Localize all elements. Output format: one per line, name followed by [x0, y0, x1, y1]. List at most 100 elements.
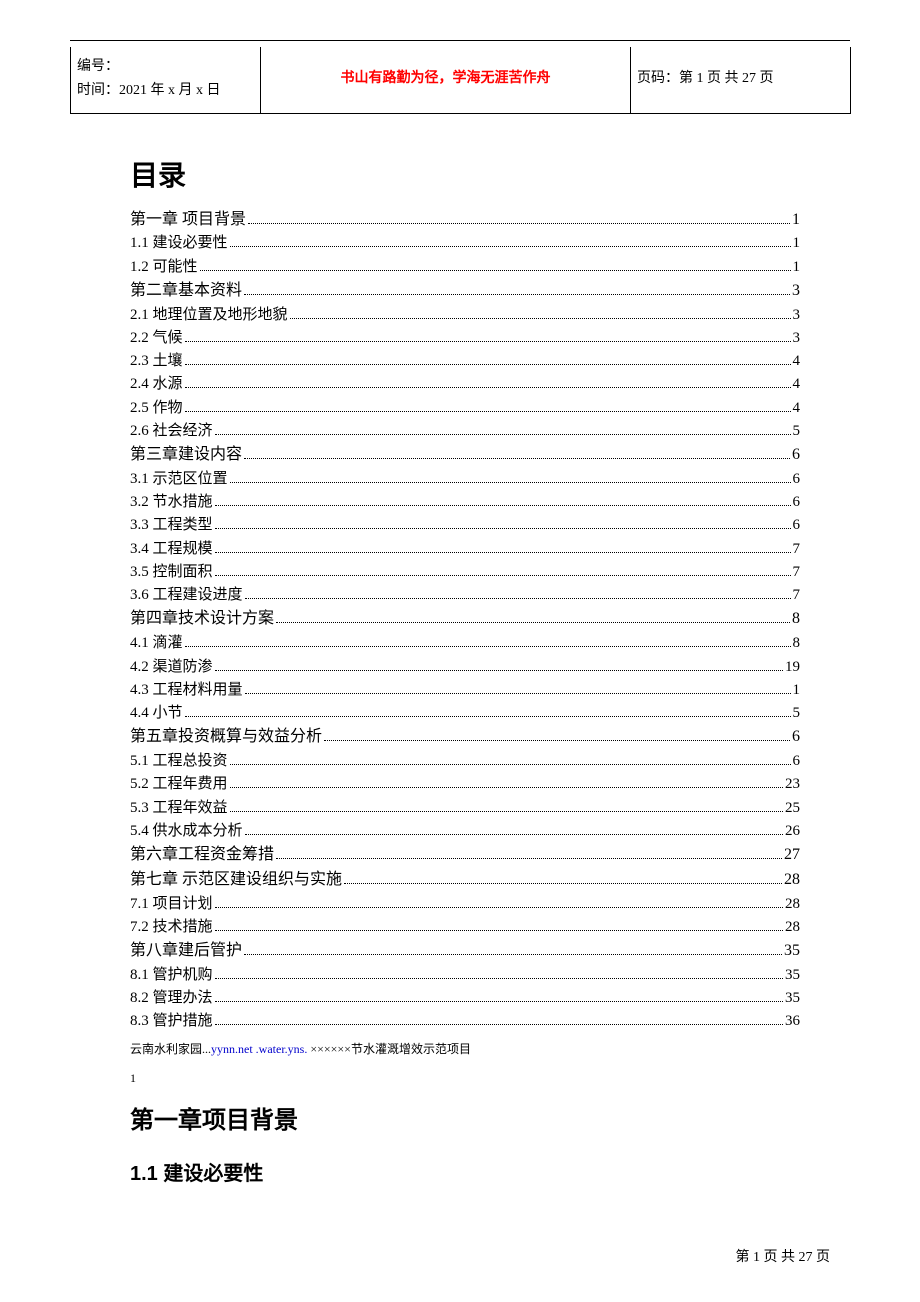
toc-entry-page: 5 [793, 702, 801, 725]
toc-entry[interactable]: 5.4 供水成本分析26 [130, 820, 800, 843]
toc-entry-page: 28 [785, 893, 800, 916]
toc-entry[interactable]: 第六章工程资金筹措 27 [130, 843, 800, 868]
toc-entry-page: 35 [784, 939, 800, 964]
toc-entry-label: 2.5 作物 [130, 397, 183, 420]
toc-entry[interactable]: 2.4 水源4 [130, 373, 800, 396]
toc-entry[interactable]: 2.5 作物4 [130, 397, 800, 420]
toc-entry-page: 28 [785, 916, 800, 939]
toc-dot-leader [245, 693, 791, 694]
toc-entry[interactable]: 1.1 建设必要性1 [130, 232, 800, 255]
toc-dot-leader [344, 883, 782, 884]
toc-entry-label: 3.5 控制面积 [130, 561, 213, 584]
toc-entry-page: 7 [793, 538, 801, 561]
toc-dot-leader [215, 1001, 783, 1002]
footnote-prefix: 云南水利家园... [130, 1042, 211, 1056]
toc-dot-leader [215, 978, 783, 979]
toc-entry-label: 2.6 社会经济 [130, 420, 213, 443]
toc-entry[interactable]: 8.1 管护机购35 [130, 964, 800, 987]
toc-entry[interactable]: 第三章建设内容6 [130, 443, 800, 468]
toc-dot-leader [276, 858, 782, 859]
toc-entry[interactable]: 2.3 土壤4 [130, 350, 800, 373]
toc-entry[interactable]: 3.1 示范区位置6 [130, 468, 800, 491]
toc-entry-page: 8 [792, 607, 800, 632]
toc-entry-page: 4 [793, 350, 801, 373]
toc-entry-page: 1 [793, 232, 801, 255]
toc-entry[interactable]: 4.3 工程材料用量1 [130, 679, 800, 702]
toc-entry-label: 8.3 管护措施 [130, 1010, 213, 1033]
toc-dot-leader [248, 223, 790, 224]
toc-entry[interactable]: 2.2 气候3 [130, 327, 800, 350]
toc-entry[interactable]: 第五章投资概算与效益分析6 [130, 725, 800, 750]
toc-entry[interactable]: 第七章 示范区建设组织与实施 28 [130, 868, 800, 893]
header-date-label: 时间：2021 年 x 月 x 日 [77, 83, 221, 98]
toc-entry-page: 27 [784, 843, 800, 868]
toc-dot-leader [276, 622, 790, 623]
toc-dot-leader [185, 716, 791, 717]
toc-entry[interactable]: 第二章基本资料3 [130, 279, 800, 304]
toc-entry[interactable]: 3.5 控制面积 7 [130, 561, 800, 584]
footnote-link[interactable]: yynn.net .water.yns. [211, 1042, 307, 1056]
toc-dot-leader [185, 646, 791, 647]
toc-entry[interactable]: 第四章技术设计方案8 [130, 607, 800, 632]
toc-entry-label: 5.1 工程总投资 [130, 750, 228, 773]
header-id-label: 编号： [77, 59, 119, 74]
chapter-1-heading: 第一章项目背景 [130, 1100, 800, 1135]
toc-entry-label: 5.3 工程年效益 [130, 797, 228, 820]
toc-entry-page: 6 [792, 443, 800, 468]
toc-dot-leader [230, 811, 783, 812]
toc-dot-leader [230, 787, 783, 788]
toc-entry-page: 35 [785, 964, 800, 987]
toc-dot-leader [215, 1024, 783, 1025]
toc-entry-label: 4.3 工程材料用量 [130, 679, 243, 702]
toc-dot-leader [215, 434, 791, 435]
toc-entry-page: 28 [784, 868, 800, 893]
toc-entry[interactable]: 7.2 技术措施28 [130, 916, 800, 939]
toc-entry-label: 4.1 滴灌 [130, 632, 183, 655]
toc-entry[interactable]: 2.1 地理位置及地形地貌3 [130, 304, 800, 327]
toc-entry[interactable]: 5.1 工程总投资 6 [130, 750, 800, 773]
toc-entry-label: 8.2 管理办法 [130, 987, 213, 1010]
toc-entry[interactable]: 3.6 工程建设进度7 [130, 584, 800, 607]
toc-entry-page: 7 [793, 561, 801, 584]
toc-entry-label: 第七章 示范区建设组织与实施 [130, 868, 342, 893]
toc-entry-label: 4.2 渠道防渗 [130, 656, 213, 679]
toc-entry-label: 2.1 地理位置及地形地貌 [130, 304, 288, 327]
toc-entry[interactable]: 3.2 节水措施6 [130, 491, 800, 514]
toc-entry[interactable]: 1.2 可能性1 [130, 256, 800, 279]
toc-dot-leader [230, 764, 791, 765]
toc-entry[interactable]: 3.4 工程规模7 [130, 538, 800, 561]
toc-entry[interactable]: 5.3 工程年效益25 [130, 797, 800, 820]
toc-dot-leader [185, 387, 791, 388]
toc-dot-leader [215, 930, 783, 931]
toc-entry[interactable]: 4.4 小节 5 [130, 702, 800, 725]
toc-entry-page: 3 [793, 327, 801, 350]
toc-entry[interactable]: 2.6 社会经济 5 [130, 420, 800, 443]
toc-entry[interactable]: 5.2 工程年费用23 [130, 773, 800, 796]
toc-entry[interactable]: 第八章建后管护35 [130, 939, 800, 964]
toc-dot-leader [324, 740, 790, 741]
toc-entry-page: 5 [793, 420, 801, 443]
toc-entry-page: 1 [792, 208, 800, 233]
toc-dot-leader [244, 954, 782, 955]
toc-entry[interactable]: 第一章 项目背景1 [130, 208, 800, 233]
source-footnote: 云南水利家园...yynn.net .water.yns. ××××××节水灌溉… [130, 1040, 800, 1086]
toc-entry-label: 5.2 工程年费用 [130, 773, 228, 796]
footnote-number: 1 [130, 1071, 800, 1086]
toc-entry-label: 1.2 可能性 [130, 256, 198, 279]
toc-entry[interactable]: 4.2 渠道防渗19 [130, 656, 800, 679]
toc-entry-label: 3.3 工程类型 [130, 514, 213, 537]
toc-entry-page: 6 [793, 750, 801, 773]
toc-entry-label: 第六章工程资金筹措 [130, 843, 274, 868]
toc-entry-page: 3 [792, 279, 800, 304]
toc-entry-label: 第五章投资概算与效益分析 [130, 725, 322, 750]
toc-entry[interactable]: 8.2 管理办法35 [130, 987, 800, 1010]
toc-entry[interactable]: 4.1 滴灌8 [130, 632, 800, 655]
toc-title: 目录 [130, 154, 800, 194]
header-left-cell: 编号： 时间：2021 年 x 月 x 日 [71, 47, 261, 113]
toc-entry[interactable]: 7.1 项目计划28 [130, 893, 800, 916]
toc-entry-label: 4.4 小节 [130, 702, 183, 725]
footnote-suffix: ××××××节水灌溉增效示范项目 [307, 1042, 471, 1056]
toc-dot-leader [215, 505, 791, 506]
toc-entry[interactable]: 8.3 管护措施36 [130, 1010, 800, 1033]
toc-entry[interactable]: 3.3 工程类型6 [130, 514, 800, 537]
